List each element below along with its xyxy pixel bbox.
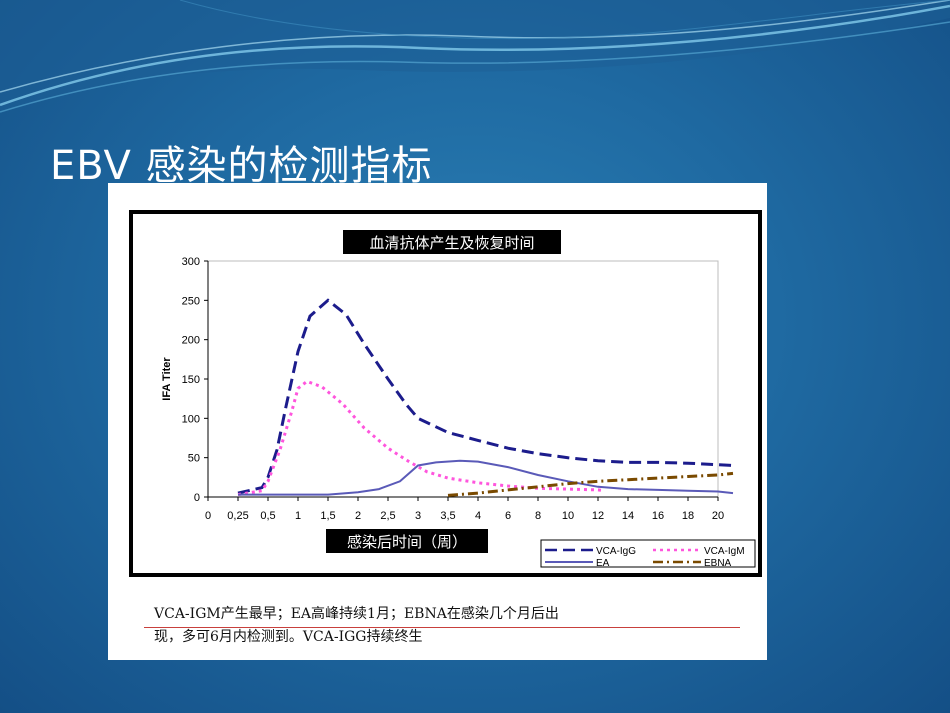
x-tick-label: 3,5: [440, 510, 455, 522]
plot-area: [207, 260, 719, 498]
x-tick-label: 0,5: [260, 510, 275, 522]
y-tick-label: 0: [194, 492, 200, 504]
series-layer: [237, 298, 734, 497]
x-tick-label: 16: [652, 510, 664, 522]
caption-line-1: VCA-IGM产生最早；EA高峰持续1月；EBNA在感染几个月后出: [154, 606, 559, 622]
x-tick-label: 18: [682, 510, 694, 522]
caption: VCA-IGM产生最早；EA高峰持续1月；EBNA在感染几个月后出 现，多可6月…: [154, 603, 744, 649]
chart-title: 血清抗体产生及恢复时间: [369, 234, 534, 252]
titer-chart: 血清抗体产生及恢复时间 IFA Titer 050100150200250300…: [129, 210, 762, 577]
x-tick-label: 2: [355, 510, 361, 522]
series-line-vca-igg: [237, 298, 734, 495]
slide-title: EBV 感染的检测指标: [50, 143, 433, 189]
caption-line-2: 现，多可6月内检测到。VCA-IGG持续终生: [154, 629, 423, 645]
x-tick-label: 3: [415, 510, 421, 522]
x-tick-label: 4: [475, 510, 481, 522]
y-tick-label: 250: [182, 295, 200, 307]
x-tick-label: 0: [205, 510, 211, 522]
x-tick-label: 20: [712, 510, 724, 522]
header-wave-decoration: [0, 0, 950, 113]
y-tick-label: 300: [182, 256, 200, 268]
chart-title-box: [343, 230, 561, 254]
x-axis-label-box: [326, 529, 488, 553]
x-tick-label: 14: [622, 510, 634, 522]
legend-label-ea: EA: [596, 558, 610, 569]
x-ticks: 0 0,25 0,5 1 1,5 2 2,5 3 3,5 4 6 8 10 12 14 16 18 20: [205, 497, 724, 522]
x-tick-label: 12: [592, 510, 604, 522]
series-line-ea: [238, 459, 734, 496]
x-tick-label: 6: [505, 510, 511, 522]
x-tick-label: 2,5: [380, 510, 395, 522]
legend-label-vca-igg: VCA-IgG: [596, 546, 636, 557]
y-ticks: 0 50 100 150 200 250 300: [182, 256, 208, 504]
caption-underline: [144, 627, 740, 628]
y-tick-label: 100: [182, 413, 200, 425]
legend: VCA-IgG VCA-IgM EA EBNA: [540, 539, 756, 569]
y-tick-label: 200: [182, 335, 200, 347]
legend-label-vca-igm: VCA-IgM: [704, 546, 745, 557]
x-tick-label: 1: [295, 510, 301, 522]
y-tick-label: 150: [182, 374, 200, 386]
x-axis-label: 感染后时间（周）: [347, 533, 467, 551]
legend-label-ebna: EBNA: [704, 558, 732, 569]
x-tick-label: 10: [562, 510, 574, 522]
chart-figure: 血清抗体产生及恢复时间 IFA Titer 0 50 100 150 200 250 300…: [108, 183, 767, 660]
x-tick-label: 8: [535, 510, 541, 522]
x-tick-label: 1,5: [320, 510, 335, 522]
y-tick-label: 50: [188, 453, 200, 465]
y-axis-label: IFA Titer: [161, 357, 173, 401]
x-tick-label: 0,25: [227, 510, 248, 522]
